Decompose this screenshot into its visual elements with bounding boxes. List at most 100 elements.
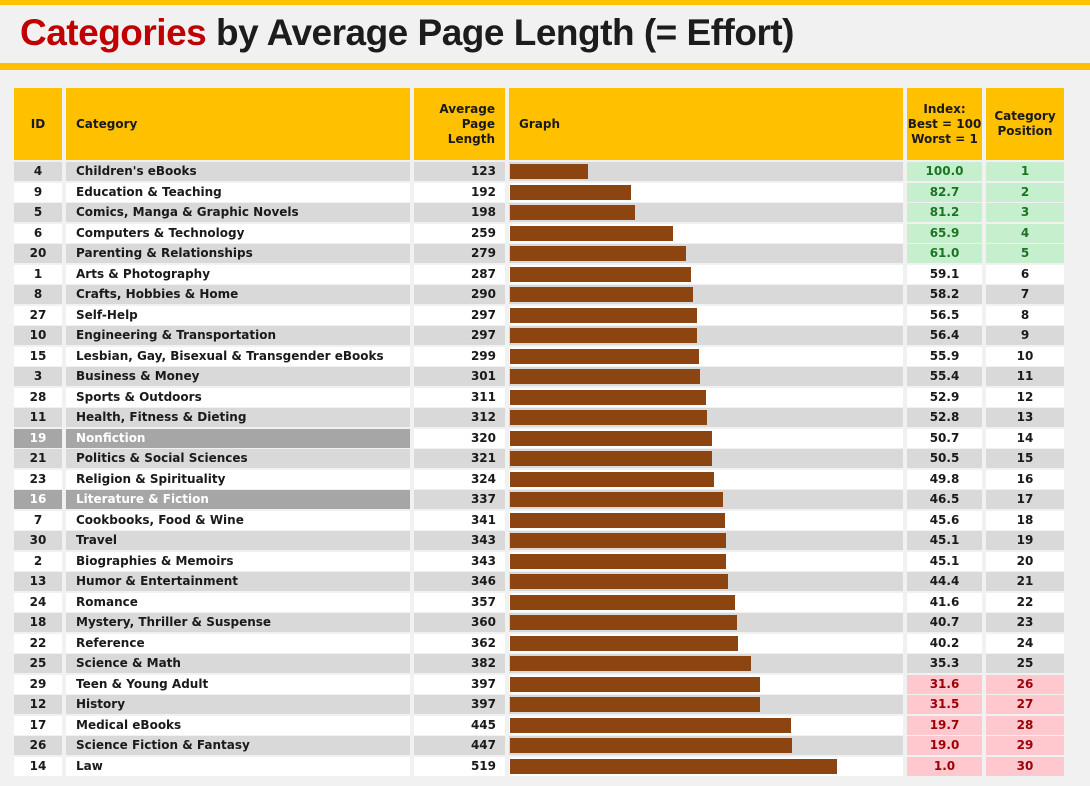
- cell-position: 30: [986, 756, 1064, 776]
- bar: [510, 656, 751, 671]
- cell-graph: [509, 736, 903, 755]
- bar: [510, 635, 739, 651]
- table-row: 15 Lesbian, Gay, Bisexual & Transgender …: [14, 346, 1064, 366]
- cell-id: 23: [14, 469, 62, 489]
- table-row: 27 Self-Help 297 56.5 8: [14, 305, 1064, 325]
- cell-category: Medical eBooks: [66, 715, 410, 735]
- header-id: ID: [14, 88, 62, 160]
- cell-index: 45.6: [907, 510, 982, 530]
- cell-index: 44.4: [907, 572, 982, 591]
- table-row: 11 Health, Fitness & Dieting 312 52.8 13: [14, 408, 1064, 427]
- bar: [510, 512, 726, 528]
- cell-pages: 198: [414, 203, 505, 222]
- table-row: 23 Religion & Spirituality 324 49.8 16: [14, 469, 1064, 489]
- cell-pages: 299: [414, 346, 505, 366]
- cell-graph: [509, 244, 903, 263]
- cell-graph: [509, 592, 903, 612]
- cell-category: Politics & Social Sciences: [66, 449, 410, 468]
- cell-id: 27: [14, 305, 62, 325]
- cell-index: 45.1: [907, 531, 982, 550]
- bar: [510, 615, 738, 630]
- cell-graph: [509, 551, 903, 571]
- bar: [510, 430, 712, 446]
- table-row: 24 Romance 357 41.6 22: [14, 592, 1064, 612]
- cell-position: 19: [986, 531, 1064, 550]
- cell-graph: [509, 428, 903, 448]
- cell-pages: 343: [414, 551, 505, 571]
- bar: [510, 348, 699, 364]
- cell-category: Lesbian, Gay, Bisexual & Transgender eBo…: [66, 346, 410, 366]
- bar: [510, 717, 791, 733]
- cell-graph: [509, 182, 903, 202]
- cell-pages: 287: [414, 264, 505, 284]
- cell-position: 3: [986, 203, 1064, 222]
- bar: [510, 492, 723, 507]
- cell-category: History: [66, 695, 410, 714]
- bar: [510, 184, 632, 200]
- cell-pages: 397: [414, 695, 505, 714]
- cell-category: Romance: [66, 592, 410, 612]
- cell-id: 25: [14, 654, 62, 673]
- cell-graph: [509, 305, 903, 325]
- cell-id: 18: [14, 613, 62, 632]
- cell-category: Science & Math: [66, 654, 410, 673]
- bar: [510, 533, 727, 548]
- bar: [510, 697, 761, 712]
- table-row: 12 History 397 31.5 27: [14, 695, 1064, 714]
- table-row: 28 Sports & Outdoors 311 52.9 12: [14, 387, 1064, 407]
- cell-id: 16: [14, 490, 62, 509]
- header-position: Category Position: [986, 88, 1064, 160]
- cell-index: 56.4: [907, 326, 982, 345]
- cell-category: Teen & Young Adult: [66, 674, 410, 694]
- cell-id: 30: [14, 531, 62, 550]
- cell-id: 12: [14, 695, 62, 714]
- cell-category: Mystery, Thriller & Suspense: [66, 613, 410, 632]
- cell-index: 49.8: [907, 469, 982, 489]
- cell-index: 31.6: [907, 674, 982, 694]
- cell-position: 14: [986, 428, 1064, 448]
- cell-category: Reference: [66, 633, 410, 653]
- cell-pages: 259: [414, 223, 505, 243]
- cell-position: 29: [986, 736, 1064, 755]
- cell-graph: [509, 531, 903, 550]
- header-index: Index: Best = 100 Worst = 1: [907, 88, 982, 160]
- cell-graph: [509, 633, 903, 653]
- cell-index: 81.2: [907, 203, 982, 222]
- cell-index: 58.2: [907, 285, 982, 304]
- cell-id: 28: [14, 387, 62, 407]
- cell-index: 40.2: [907, 633, 982, 653]
- cell-position: 9: [986, 326, 1064, 345]
- cell-id: 17: [14, 715, 62, 735]
- table-row: 1 Arts & Photography 287 59.1 6: [14, 264, 1064, 284]
- cell-index: 1.0: [907, 756, 982, 776]
- cell-position: 15: [986, 449, 1064, 468]
- cell-category: Business & Money: [66, 367, 410, 386]
- cell-index: 65.9: [907, 223, 982, 243]
- bar: [510, 328, 698, 343]
- bar: [510, 369, 700, 384]
- bar: [510, 307, 698, 323]
- table-row: 2 Biographies & Memoirs 343 45.1 20: [14, 551, 1064, 571]
- cell-position: 18: [986, 510, 1064, 530]
- bar: [510, 225, 674, 241]
- table-body: 4 Children's eBooks 123 100.0 1 9 Educat…: [14, 162, 1064, 776]
- table-row: 14 Law 519 1.0 30: [14, 756, 1064, 776]
- bar: [510, 389, 707, 405]
- cell-index: 19.7: [907, 715, 982, 735]
- cell-pages: 519: [414, 756, 505, 776]
- cell-graph: [509, 695, 903, 714]
- cell-graph: [509, 510, 903, 530]
- cell-pages: 192: [414, 182, 505, 202]
- cell-pages: 362: [414, 633, 505, 653]
- cell-category: Literature & Fiction: [66, 490, 410, 509]
- cell-id: 26: [14, 736, 62, 755]
- bar: [510, 164, 588, 179]
- cell-index: 19.0: [907, 736, 982, 755]
- cell-position: 16: [986, 469, 1064, 489]
- table-row: 9 Education & Teaching 192 82.7 2: [14, 182, 1064, 202]
- cell-pages: 324: [414, 469, 505, 489]
- cell-pages: 337: [414, 490, 505, 509]
- cell-id: 6: [14, 223, 62, 243]
- table-row: 8 Crafts, Hobbies & Home 290 58.2 7: [14, 285, 1064, 304]
- cell-pages: 290: [414, 285, 505, 304]
